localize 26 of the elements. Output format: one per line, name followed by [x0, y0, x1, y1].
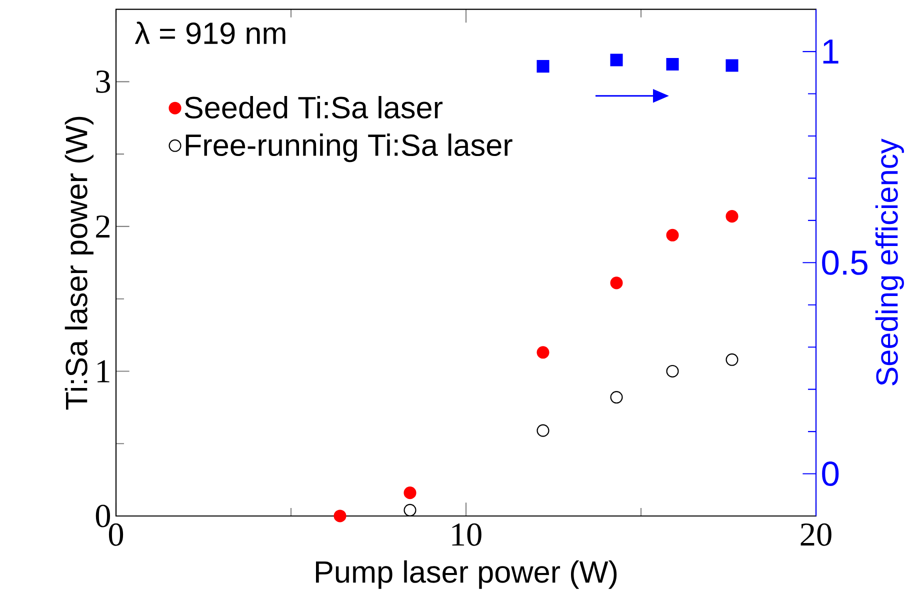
point: [666, 228, 679, 242]
legend-label: Seeded Ti:Sa laser: [184, 96, 443, 119]
point: [404, 504, 416, 516]
point: [726, 210, 738, 223]
point: [666, 364, 679, 378]
point: [404, 486, 416, 500]
y-tick-label: 3: [96, 70, 110, 93]
y2-axis-title: Seeding efficiency: [875, 138, 904, 386]
y2-tick-label: 0: [822, 461, 839, 486]
annotation: λ = 919 nm: [134, 22, 286, 44]
y-tick-label: 2: [96, 215, 110, 238]
legend-label: Free-running Ti:Sa laser: [186, 134, 512, 162]
x-tick-label: 20: [800, 523, 832, 546]
x-axis-title: Pump laser power (W): [316, 560, 617, 589]
x-tick-label: 10: [452, 523, 482, 546]
point: [536, 424, 550, 437]
y2-tick-label: 0.5: [822, 250, 868, 275]
point: [536, 346, 550, 359]
y-tick-label: 0: [96, 504, 110, 528]
y-axis-title: Ti:Sa laser power (W): [64, 116, 94, 410]
point: [726, 353, 738, 366]
y2-tick-label: 1: [823, 40, 838, 64]
point: [334, 510, 346, 522]
point: [610, 391, 623, 404]
point: [610, 276, 623, 290]
y-tick-label: 1: [98, 360, 110, 382]
